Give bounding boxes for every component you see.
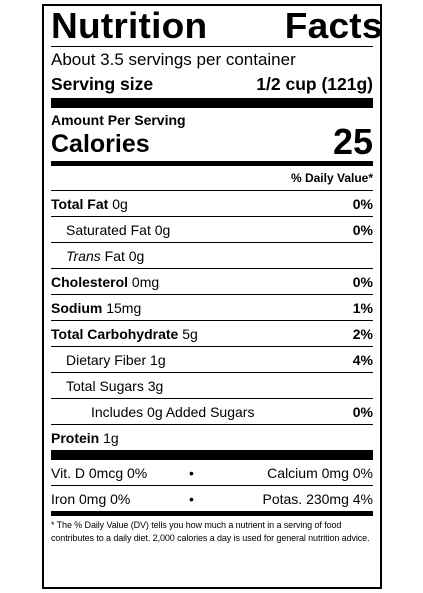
nutrient-pct: 0% xyxy=(352,195,373,212)
medium-divider xyxy=(51,161,373,166)
nutrient-pct: 0% xyxy=(352,273,373,290)
daily-value-footnote: * The % Daily Value (DV) tells you how m… xyxy=(51,520,370,543)
nutrient-name: Dietary Fiber xyxy=(66,351,147,368)
vitamin-row-2: Iron 0mg 0% • Potas. 230mg 4% xyxy=(51,486,373,511)
nutrient-amount: 1g xyxy=(150,351,166,368)
nutrient-row-total-carbohydrate: Total Carbohydrate 5g 2% xyxy=(51,321,373,347)
vitamin-d: Vit. D 0mcg 0% xyxy=(51,464,148,481)
nutrient-row-saturated-fat: Saturated Fat 0g 0% xyxy=(51,217,373,243)
nutrient-pct: 0% xyxy=(352,221,373,238)
vitamin-row-1: Vit. D 0mcg 0% • Calcium 0mg 0% xyxy=(51,460,373,486)
divider xyxy=(51,46,373,47)
nutrient-pct: 1% xyxy=(352,299,373,316)
nutrient-pct: 0% xyxy=(352,403,373,420)
nutrient-name: Protein xyxy=(51,429,100,446)
nutrient-name: Total Sugars xyxy=(66,377,144,394)
nutrient-row-total-sugars: Total Sugars 3g xyxy=(51,373,373,399)
nutrient-amount: 0g xyxy=(128,247,145,264)
serving-size-value: 1/2 cup (121g) xyxy=(256,74,373,94)
nutrition-facts-label: Nutrition Facts About 3.5 servings per c… xyxy=(42,4,382,589)
nutrient-name: Total Carbohydrate xyxy=(51,325,179,342)
nutrient-name: Cholesterol xyxy=(51,273,129,290)
nutrient-pct: 2% xyxy=(352,325,373,342)
nutrient-row-total-fat: Total Fat 0g 0% xyxy=(51,191,373,217)
nutrient-row-dietary-fiber: Dietary Fiber 1g 4% xyxy=(51,347,373,373)
nutrient-amount: 1g xyxy=(103,429,119,446)
calories-row: Calories 25 xyxy=(51,124,373,160)
bullet-separator: • xyxy=(189,490,194,507)
nutrient-row-sodium: Sodium 15mg 1% xyxy=(51,295,373,321)
thick-divider xyxy=(51,450,373,460)
nutrient-name: Includes 0g Added Sugars xyxy=(91,403,255,420)
iron: Iron 0mg 0% xyxy=(51,490,131,507)
nutrient-amount: 0g xyxy=(154,221,171,238)
nutrient-row-added-sugars: Includes 0g Added Sugars 0% xyxy=(51,399,373,425)
serving-size-label: Serving size xyxy=(51,74,154,94)
label-title: Nutrition Facts xyxy=(51,6,383,46)
nutrient-amount: 0mg xyxy=(131,273,160,290)
calcium: Calcium 0mg 0% xyxy=(267,464,373,481)
daily-value-header: % Daily Value* xyxy=(51,168,373,191)
potassium: Potas. 230mg 4% xyxy=(262,490,373,507)
nutrient-row-protein: Protein 1g xyxy=(51,425,373,450)
servings-per-container: About 3.5 servings per container xyxy=(51,50,296,69)
nutrient-name: Saturated Fat xyxy=(66,221,151,238)
calories-value: 25 xyxy=(332,121,373,162)
nutrient-amount: 15mg xyxy=(106,299,142,316)
medium-divider xyxy=(51,511,373,516)
nutrient-pct: 4% xyxy=(352,351,373,368)
nutrient-row-trans-fat: Trans Fat 0g xyxy=(51,243,373,269)
bullet-separator: • xyxy=(189,464,194,481)
title-word-nutrition: Nutrition xyxy=(51,5,208,46)
amount-per-serving: Amount Per Serving xyxy=(51,112,186,128)
calories-label: Calories xyxy=(51,130,150,158)
serving-size-row: Serving size 1/2 cup (121g) xyxy=(51,71,373,98)
nutrient-amount: 5g xyxy=(182,325,198,342)
nutrient-row-cholesterol: Cholesterol 0mg 0% xyxy=(51,269,373,295)
nutrient-name: Total Fat xyxy=(51,195,109,212)
nutrient-name: Fat xyxy=(104,247,125,264)
nutrient-amount: 0g xyxy=(112,195,128,212)
thick-divider xyxy=(51,98,373,108)
nutrient-amount: 3g xyxy=(147,377,164,394)
title-word-facts: Facts xyxy=(284,5,383,46)
nutrient-name-italic: Trans xyxy=(66,247,101,264)
nutrient-name: Sodium xyxy=(51,299,103,316)
